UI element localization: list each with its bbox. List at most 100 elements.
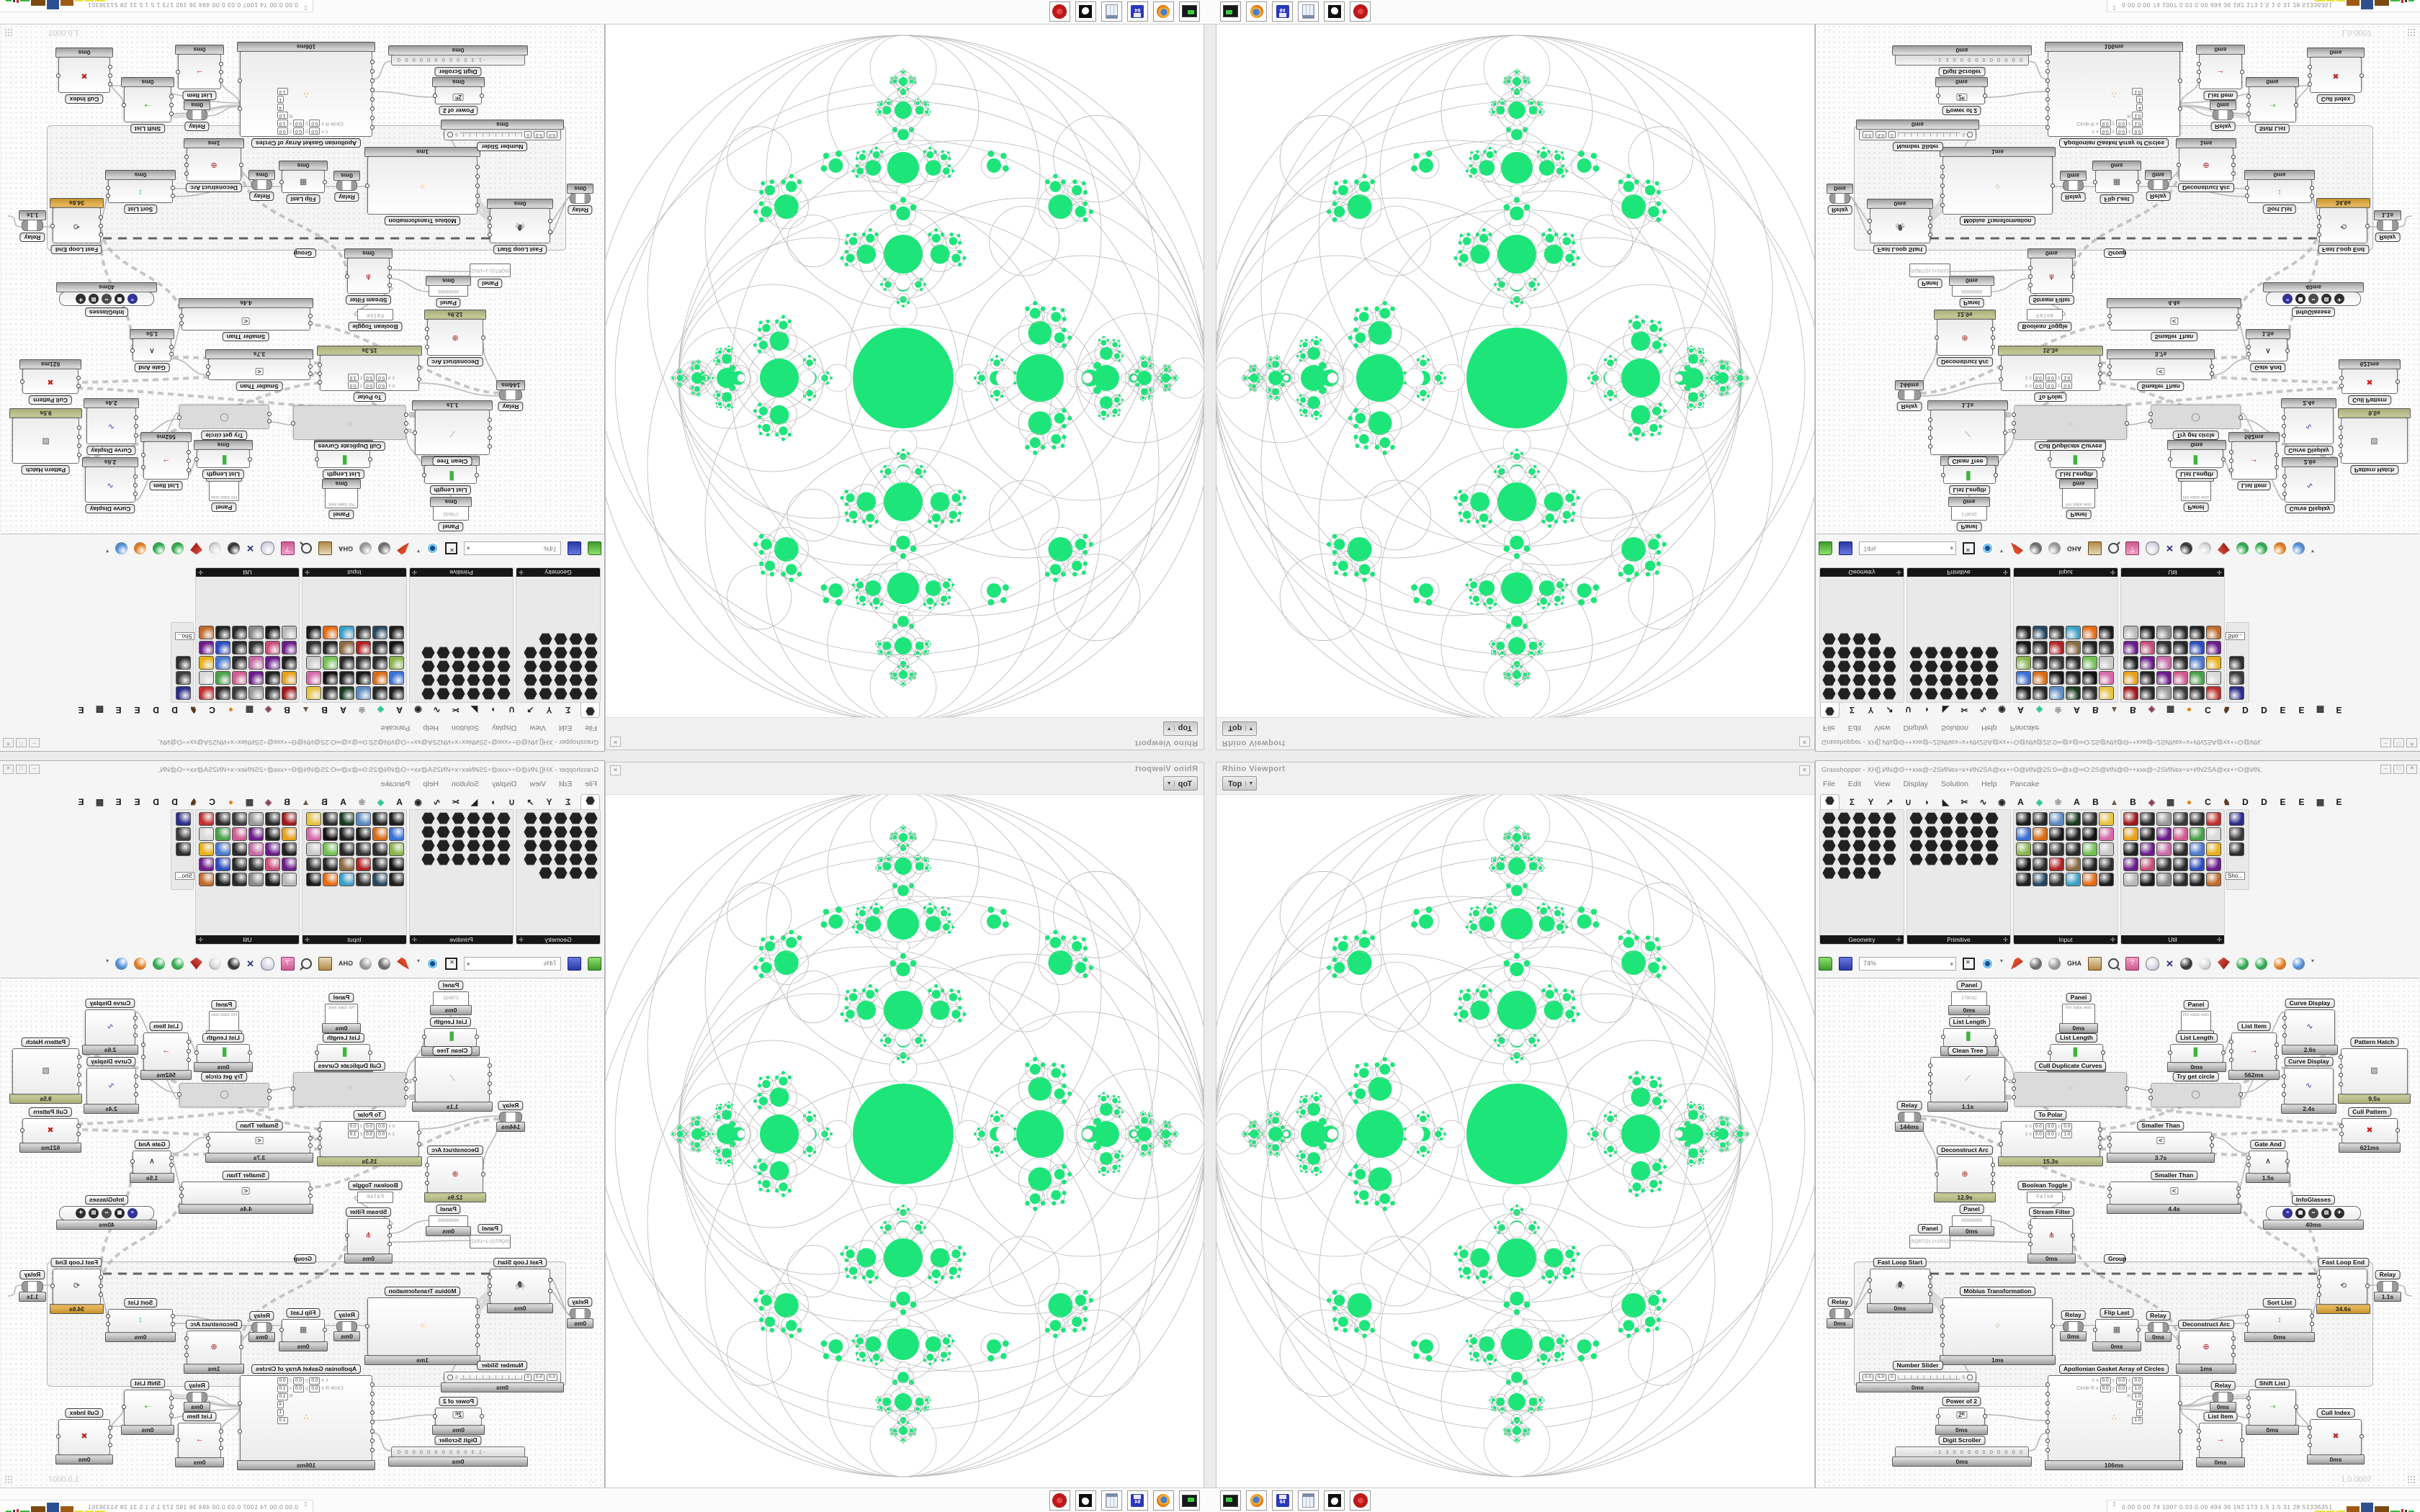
component-icon[interactable] — [2140, 641, 2155, 654]
palette-label[interactable]: Geometry ✛ — [1820, 568, 1904, 577]
toolbar-exit-door[interactable] — [318, 956, 332, 971]
input-port[interactable] — [267, 411, 272, 416]
input-port[interactable] — [1940, 1342, 1945, 1347]
component-icon[interactable] — [323, 656, 338, 670]
node-body[interactable] — [499, 390, 522, 400]
node-body[interactable] — [2095, 1319, 2138, 1342]
output-port[interactable] — [2125, 421, 2129, 426]
input-port[interactable] — [488, 435, 492, 440]
component-tab[interactable]: ▩ — [2316, 705, 2325, 715]
component-icon[interactable] — [1985, 853, 1999, 865]
component-icon[interactable] — [389, 827, 404, 841]
component-icon[interactable] — [232, 873, 247, 886]
taskbar-icon-firefox[interactable] — [1246, 1, 1267, 22]
taskbar-icon-calculator[interactable] — [1101, 1490, 1122, 1511]
toolbar-blue-ball[interactable] — [115, 542, 128, 555]
output-port[interactable] — [318, 1145, 322, 1149]
component-icon[interactable] — [2140, 656, 2155, 670]
toolbar-sphere-dark[interactable] — [228, 542, 241, 555]
component-icon[interactable] — [265, 686, 280, 700]
toolbar-zoom-extents[interactable] — [1963, 542, 1975, 555]
output-port[interactable] — [2231, 171, 2236, 176]
component-tab[interactable]: D — [171, 705, 178, 715]
palette-label[interactable]: Geometry ✛ — [1820, 935, 1904, 944]
component-icon[interactable] — [524, 840, 537, 852]
input-port[interactable] — [2045, 1429, 2050, 1434]
component-icon[interactable] — [2082, 812, 2097, 826]
output-port[interactable] — [433, 1413, 437, 1418]
component-icon[interactable] — [554, 867, 568, 879]
component-icon[interactable] — [2123, 827, 2138, 841]
toolbar-exit-door[interactable] — [2088, 541, 2102, 556]
taskbar-icon-calculator[interactable] — [1298, 1, 1319, 22]
input-port[interactable] — [2246, 352, 2251, 356]
component-tab[interactable]: ◆ — [377, 705, 385, 715]
component-icon[interactable] — [1883, 826, 1896, 838]
input-port[interactable] — [488, 444, 492, 449]
menu-item-display[interactable]: Display — [491, 780, 517, 788]
input-port[interactable] — [308, 371, 313, 376]
component-icon[interactable] — [2066, 873, 2081, 886]
input-port[interactable] — [1999, 1130, 2003, 1135]
output-port[interactable] — [2136, 1328, 2141, 1332]
component-tab[interactable]: ∪ — [508, 797, 515, 807]
chevron-down-icon[interactable]: ▾ — [2311, 957, 2314, 964]
node-body[interactable]: ≡ ▦ ∞ ▤ ✈ — [2266, 292, 2361, 306]
component-tab[interactable]: B — [284, 797, 290, 807]
component-icon[interactable] — [539, 660, 552, 672]
input-port[interactable] — [133, 1025, 138, 1029]
component-icon[interactable] — [569, 826, 583, 838]
component-icon[interactable] — [232, 812, 247, 826]
component-icon[interactable] — [323, 827, 338, 841]
node-values[interactable]: o x 0.0 0.0 z 0.0 z x 0.0 0.0 z 1.0 — [347, 374, 395, 390]
menu-item-pancake[interactable]: Pancake — [2009, 724, 2040, 732]
component-icon[interactable] — [539, 633, 552, 645]
node-body[interactable] — [2247, 1309, 2312, 1333]
toolbar-hide-wires[interactable]: ✕ — [2166, 958, 2174, 969]
toolbar-gem-red[interactable] — [2218, 543, 2230, 555]
input-port[interactable] — [387, 266, 392, 270]
component-icon[interactable] — [2123, 858, 2138, 871]
toolbar-help-box[interactable]: ? — [281, 956, 295, 971]
node-body[interactable] — [2063, 180, 2084, 191]
component-icon[interactable] — [2099, 686, 2114, 700]
component-icon[interactable] — [1883, 840, 1896, 852]
component-icon[interactable] — [436, 812, 450, 824]
output-port[interactable] — [413, 1076, 417, 1081]
component-icon[interactable] — [356, 656, 371, 670]
output-port[interactable] — [184, 171, 189, 176]
menu-item-help[interactable]: Help — [1981, 724, 1997, 732]
input-port[interactable] — [2107, 1194, 2112, 1198]
component-tab[interactable] — [581, 702, 600, 718]
toolbar-sketch-pen[interactable] — [2011, 957, 2023, 970]
node-body[interactable]: -1 3 0 0 0 0 0 0 0 0 0 0 — [1895, 55, 2029, 66]
toolbar-bulb[interactable] — [261, 541, 274, 556]
input-port[interactable] — [133, 474, 138, 479]
output-port[interactable] — [141, 1043, 145, 1047]
output-port[interactable] — [488, 215, 492, 220]
component-icon[interactable] — [2016, 626, 2031, 639]
component-icon[interactable] — [199, 858, 214, 871]
node-values[interactable]: c x 0.0 y 0.0 z 0.0 Circle R x 0.0 y 0.0 … — [2076, 1377, 2143, 1424]
input-port[interactable] — [2246, 103, 2251, 107]
node-body[interactable]: False — [2027, 1192, 2063, 1203]
component-icon[interactable] — [467, 840, 480, 852]
output-port[interactable] — [176, 1437, 180, 1442]
component-icon[interactable] — [2123, 873, 2138, 886]
component-icon[interactable] — [2156, 656, 2172, 670]
palette-label[interactable]: Geometry ✛ — [516, 935, 600, 944]
menu-item-edit[interactable]: Edit — [558, 780, 573, 788]
input-port[interactable] — [2107, 321, 2112, 325]
chevron-down-icon[interactable]: ▼ — [1166, 781, 1175, 786]
component-icon[interactable] — [497, 812, 511, 824]
component-icon[interactable] — [1924, 840, 1938, 852]
output-port[interactable] — [2101, 457, 2105, 462]
component-icon[interactable] — [1909, 812, 1923, 824]
output-port[interactable] — [2275, 465, 2279, 469]
component-icon[interactable] — [2049, 656, 2064, 670]
palette-label[interactable]: Input ✛ — [2014, 935, 2118, 944]
component-icon[interactable] — [323, 858, 338, 871]
component-tab[interactable]: ◈ — [264, 705, 272, 715]
output-port[interactable] — [2294, 103, 2298, 107]
